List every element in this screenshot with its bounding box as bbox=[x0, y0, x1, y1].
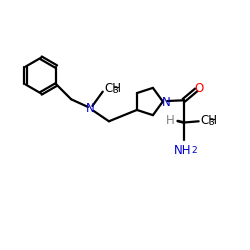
Text: CH: CH bbox=[200, 114, 217, 126]
Text: O: O bbox=[194, 82, 204, 95]
Text: H: H bbox=[166, 114, 174, 126]
Text: 2: 2 bbox=[191, 146, 197, 155]
Text: 3: 3 bbox=[208, 118, 214, 126]
Text: NH: NH bbox=[174, 144, 191, 157]
Text: 3: 3 bbox=[112, 86, 118, 96]
Text: N: N bbox=[86, 102, 95, 116]
Text: CH: CH bbox=[104, 82, 121, 96]
Text: N: N bbox=[162, 96, 170, 109]
